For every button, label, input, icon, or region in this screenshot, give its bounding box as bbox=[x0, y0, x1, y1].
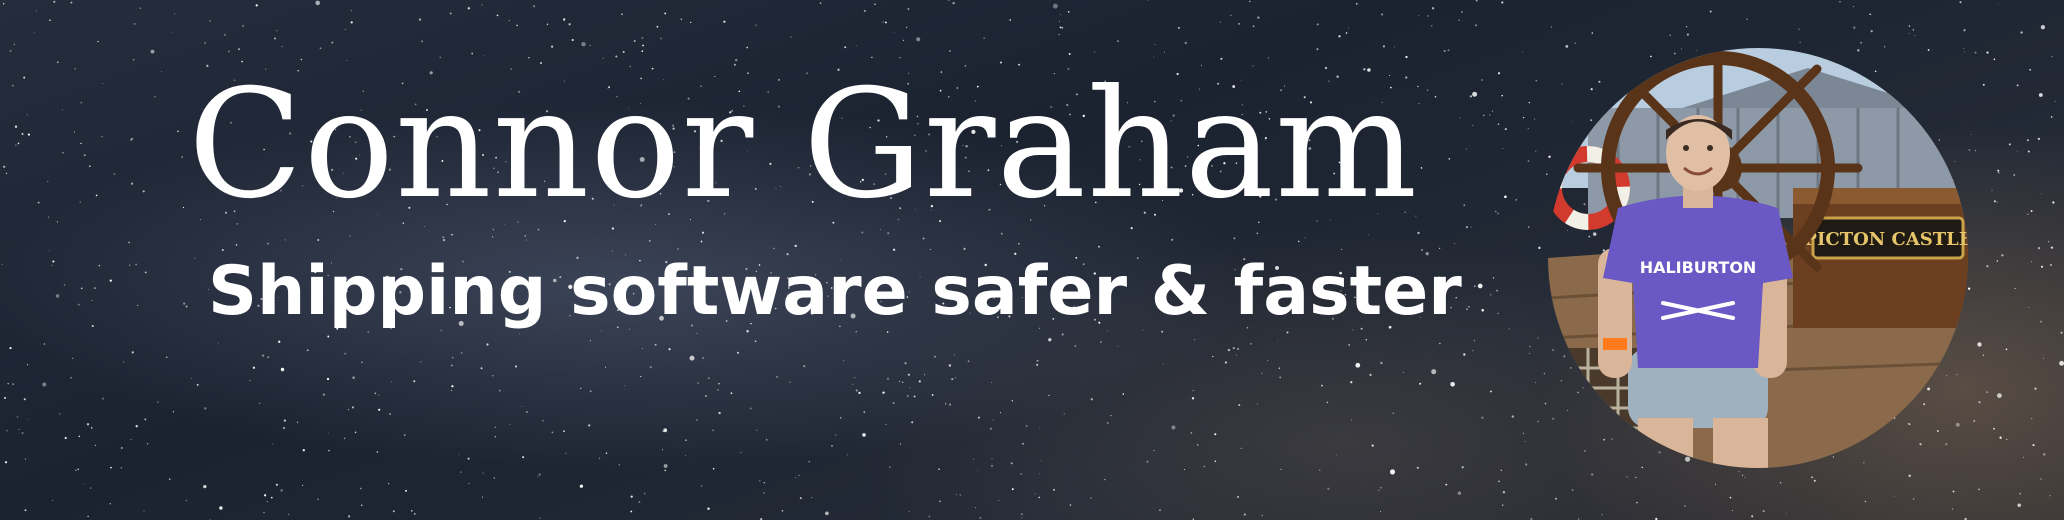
profile-name: Connor Graham bbox=[188, 58, 1419, 232]
profile-photo-avatar: PICTON CASTLE HALIBURTON bbox=[1548, 48, 1968, 468]
shirt-text: HALIBURTON bbox=[1640, 258, 1757, 277]
profile-tagline: Shipping software safer & faster bbox=[208, 252, 1462, 331]
nameplate-text: PICTON CASTLE bbox=[1803, 229, 1968, 250]
profile-photo-icon: PICTON CASTLE HALIBURTON bbox=[1548, 48, 1968, 468]
